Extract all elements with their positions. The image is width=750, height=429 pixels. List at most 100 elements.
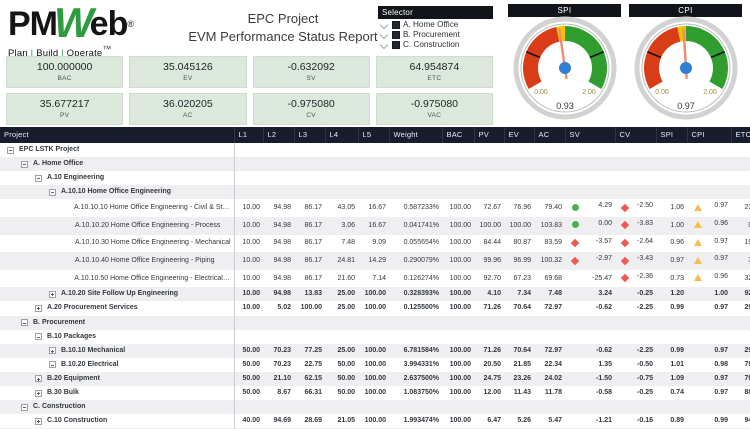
table-row[interactable]: B. Procurement [0, 315, 750, 330]
table-row[interactable]: B.10 Packages [0, 329, 750, 344]
table-row[interactable]: C.10 Construction 40.00 94.69 28.69 21.05 100… [0, 414, 750, 429]
column-header-project[interactable]: Project [0, 127, 235, 143]
table-row[interactable]: A.10.10.30 Home Office Engineering - Mec… [0, 234, 750, 253]
table-row[interactable]: A.10.20 Site Follow Up Engineering 10.00 9… [0, 287, 750, 302]
collapse-toggle-icon[interactable] [21, 403, 28, 411]
column-header-weight[interactable]: Weight [389, 127, 443, 143]
cell-cpi: 0.96 [687, 216, 731, 235]
table-row[interactable]: A.10.10.40 Home Office Engineering - Pip… [0, 252, 750, 270]
collapse-toggle-icon[interactable] [7, 146, 14, 154]
column-header-ac[interactable]: AC [534, 127, 566, 143]
cell-l3: 66.31 [294, 386, 325, 401]
column-header-ev[interactable]: EV [504, 127, 535, 143]
expand-toggle-icon[interactable] [35, 375, 42, 383]
expand-toggle-icon[interactable] [35, 417, 42, 425]
column-header-cpi[interactable]: CPI [687, 127, 732, 143]
expand-toggle-icon[interactable] [35, 304, 42, 312]
cell-cpi [687, 171, 731, 186]
expand-toggle-icon[interactable] [49, 290, 56, 298]
cell-cpi: 0.97 [687, 301, 731, 316]
table-row[interactable]: A.20 Procurement Services 10.00 5.02 100.00… [0, 301, 750, 316]
row-name-cell[interactable]: A. Home Office [0, 157, 234, 172]
cell-pv [474, 315, 504, 330]
cell-l3: 86.17 [294, 269, 325, 288]
table-row[interactable]: A.10.10 Home Office Engineering [0, 185, 750, 200]
expand-toggle-icon[interactable] [35, 389, 42, 397]
chevron-down-icon[interactable] [380, 20, 389, 29]
cell-weight: 0.328393% [389, 287, 442, 302]
cell-spi [656, 329, 687, 344]
column-header-l3[interactable]: L3 [294, 127, 326, 143]
row-name-cell[interactable]: B.10.20 Electrical [0, 357, 234, 372]
collapse-toggle-icon[interactable] [35, 333, 42, 341]
column-header-bac[interactable]: BAC [442, 127, 475, 143]
status-green-circle-icon [572, 203, 579, 211]
table-row[interactable]: B.20 Equipment 50.00 21.10 62.15 50.00 100.00… [0, 371, 750, 386]
expand-toggle-icon[interactable] [49, 347, 56, 355]
table-row[interactable]: A. Home Office [0, 157, 750, 172]
column-header-pv[interactable]: PV [474, 127, 505, 143]
row-name-cell[interactable]: A.10.10.50 Home Office Engineering - Ele… [0, 269, 234, 288]
evm-table-container[interactable]: Project L1 L2 L3 L4 L5 Weight BAC PV EV AC SV CV SPI C… [0, 127, 750, 429]
table-row[interactable]: B.30 Bulk 50.00 8.67 66.31 50.00 100.00 1.0837… [0, 386, 750, 401]
cell-sv: -25.47 [565, 269, 615, 288]
cell-weight [389, 400, 442, 415]
row-name-cell[interactable]: A.10 Engineering [0, 171, 234, 186]
selector-item-1[interactable]: B. Procurement [378, 29, 493, 39]
column-header-l5[interactable]: L5 [358, 127, 390, 143]
row-name-cell[interactable]: A.10.20 Site Follow Up Engineering [0, 287, 234, 302]
column-header-etc[interactable]: ETC [731, 127, 750, 143]
status-yellow-triangle-icon [694, 239, 702, 247]
table-row[interactable]: A.10.10.20 Home Office Engineering - Pro… [0, 216, 750, 235]
cell-value: 0.98 [714, 360, 728, 368]
collapse-toggle-icon[interactable] [49, 361, 56, 369]
selector-checkbox[interactable] [392, 40, 400, 49]
row-name-cell[interactable]: B.30 Bulk [0, 386, 234, 401]
selector-checkbox[interactable] [392, 20, 400, 29]
collapse-toggle-icon[interactable] [21, 160, 28, 168]
table-row[interactable]: A.10.10.50 Home Office Engineering - Ele… [0, 269, 750, 288]
collapse-toggle-icon[interactable] [21, 319, 28, 327]
row-name-cell[interactable]: A.10.10.10 Home Office Engineering - Civ… [0, 199, 234, 217]
column-header-cv[interactable]: CV [615, 127, 657, 143]
selector-item-0[interactable]: A. Home Office [378, 19, 493, 29]
table-row[interactable]: C. Construction [0, 400, 750, 415]
row-name-cell[interactable]: A.20 Procurement Services [0, 301, 234, 316]
chevron-down-icon[interactable] [380, 40, 389, 49]
row-name-cell[interactable]: A.10.10 Home Office Engineering [0, 185, 234, 200]
row-name-cell[interactable]: C.10 Construction [0, 414, 234, 429]
column-header-l1[interactable]: L1 [234, 127, 264, 143]
cell-l3: 13.83 [294, 287, 325, 302]
selector-checkbox[interactable] [392, 30, 400, 39]
table-row[interactable]: EPC LSTK Project [0, 143, 750, 158]
cell-bac: 100.00 [442, 371, 474, 386]
table-row[interactable]: B.10.10 Mechanical 50.00 70.23 77.25 25.00 10… [0, 343, 750, 358]
row-name-cell[interactable]: EPC LSTK Project [0, 143, 234, 158]
column-header-spi[interactable]: SPI [656, 127, 688, 143]
cell-l4: 24.81 [325, 252, 358, 270]
cell-spi: 1.00 [656, 216, 687, 235]
column-header-l4[interactable]: L4 [325, 127, 359, 143]
chevron-down-icon[interactable] [380, 30, 389, 39]
cell-sv: -0.62 [565, 343, 615, 358]
collapse-toggle-icon[interactable] [35, 174, 42, 182]
table-row[interactable]: A.10.10.10 Home Office Engineering - Civ… [0, 199, 750, 217]
column-header-sv[interactable]: SV [565, 127, 616, 143]
selector-item-2[interactable]: C. Construction [378, 39, 493, 49]
gauge-panel: SPI 0.00 2.00 0.93 CPI 0.00 2.00 0.97 [508, 4, 742, 120]
row-name-cell[interactable]: A.10.10.30 Home Office Engineering - Mec… [0, 234, 234, 253]
column-header-l2[interactable]: L2 [263, 127, 295, 143]
table-row[interactable]: A.10 Engineering [0, 171, 750, 186]
row-name-cell[interactable]: B.20 Equipment [0, 371, 234, 386]
collapse-toggle-icon[interactable] [49, 188, 56, 196]
table-row[interactable]: B.10.20 Electrical 50.00 70.23 22.75 50.00 10… [0, 357, 750, 372]
row-name-cell[interactable]: B. Procurement [0, 315, 234, 330]
cell-cpi: 0.99 [687, 414, 731, 429]
cell-sv: -1.50 [565, 371, 615, 386]
row-name-cell[interactable]: C. Construction [0, 400, 234, 415]
row-name-cell[interactable]: B.10 Packages [0, 329, 234, 344]
cell-l2 [263, 157, 294, 172]
row-name-cell[interactable]: A.10.10.40 Home Office Engineering - Pip… [0, 252, 234, 270]
row-name-cell[interactable]: B.10.10 Mechanical [0, 343, 234, 358]
row-name-cell[interactable]: A.10.10.20 Home Office Engineering - Pro… [0, 216, 234, 235]
